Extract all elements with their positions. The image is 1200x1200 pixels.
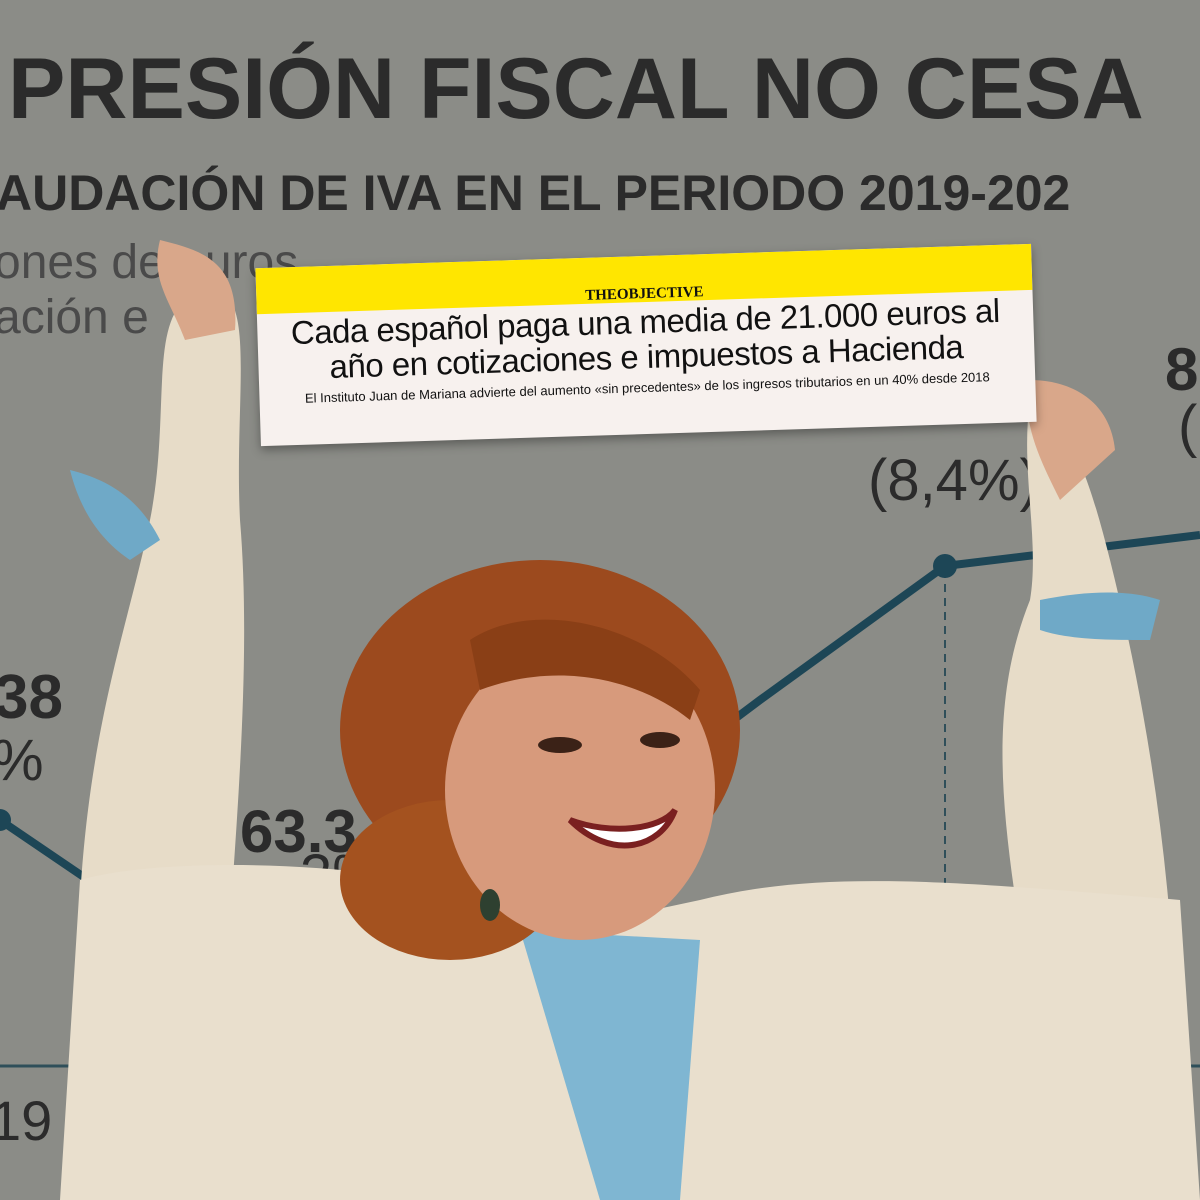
note-line: ación e xyxy=(0,291,149,344)
note-line: ones de euros xyxy=(0,236,298,289)
annotation: 38 xyxy=(0,663,63,732)
title: PRESIÓN FISCAL NO CESA xyxy=(8,41,1144,137)
subtitle: AUDACIÓN DE IVA EN EL PERIODO 2019-202 xyxy=(0,165,1070,221)
point xyxy=(0,809,11,831)
headline-card: THEOBJECTIVE Cada español paga una media… xyxy=(255,243,1037,447)
annotation: 63.3 xyxy=(240,798,357,865)
point xyxy=(933,554,957,578)
annotation: % xyxy=(0,728,44,793)
annotation: 8 xyxy=(1165,336,1198,403)
person xyxy=(60,240,1200,1200)
axis-label: 19 xyxy=(0,1089,52,1152)
annotation: (8,4%) xyxy=(868,448,1039,513)
annotation: ( xyxy=(1178,394,1197,459)
